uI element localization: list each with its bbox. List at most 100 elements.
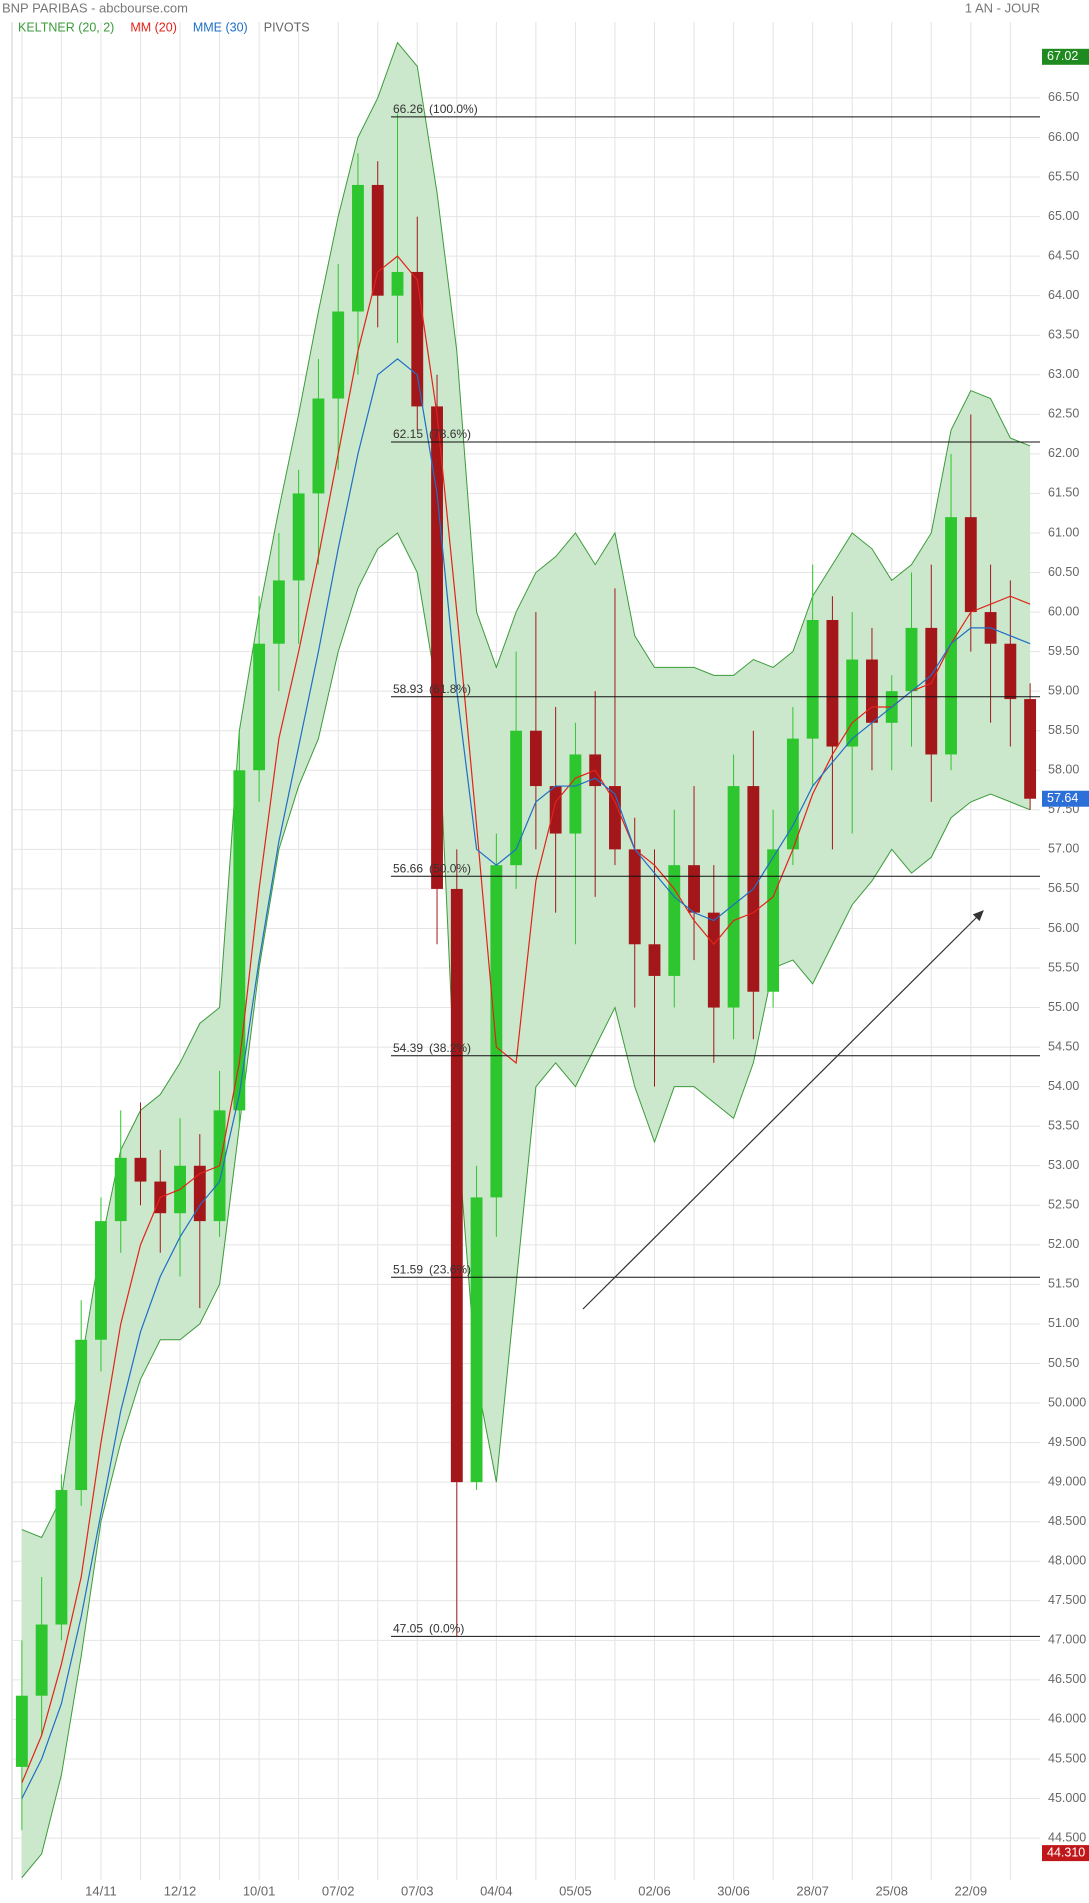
legend: KELTNER (20, 2) MM (20) MME (30) PIVOTS [18, 20, 310, 34]
candle-body [786, 738, 799, 850]
candle-body [727, 786, 740, 1008]
fibonacci-levels: 66.26 (100.0%) 62.15 (78.6%) 58.93 (61.8%) 56.… [391, 102, 1040, 1637]
y-tick-label: 50.000 [1048, 1395, 1086, 1409]
y-tick-label: 60.50 [1048, 565, 1079, 579]
x-tick-label: 05/05 [559, 1883, 592, 1898]
x-tick-label: 14/11 [85, 1883, 117, 1898]
indicator-line [21, 255, 1031, 1783]
y-tick-label: 45.000 [1048, 1791, 1086, 1805]
candle-body [312, 398, 325, 494]
chart-title: BNP PARIBAS - abcbourse.com [2, 0, 188, 15]
level-ratio: (23.6%) [429, 1262, 471, 1276]
y-tick-label: 47.000 [1048, 1633, 1086, 1647]
y-tick-label: 52.50 [1048, 1198, 1079, 1212]
y-tick-label: 56.00 [1048, 921, 1079, 935]
candle-body [352, 184, 364, 312]
x-tick-label: 30/06 [717, 1883, 750, 1898]
y-tick-label: 44.500 [1048, 1830, 1086, 1844]
y-tick-label: 58.00 [1048, 763, 1079, 777]
price-flag [1042, 1845, 1089, 1862]
axes: 44.500 45.000 45.500 46.000 46.500 47.000 47.5… [85, 48, 1089, 1898]
x-tick-label: 04/04 [480, 1883, 513, 1898]
level-value: 51.59 [393, 1262, 423, 1276]
y-tick-label: 64.50 [1048, 248, 1079, 262]
x-tick-label: 12/12 [164, 1883, 197, 1898]
x-tick-label: 25/08 [875, 1883, 908, 1898]
y-tick-label: 51.50 [1048, 1277, 1079, 1291]
price-flag-label: 67.02 [1047, 49, 1078, 63]
candle-body [806, 619, 819, 739]
y-tick-label: 63.50 [1048, 328, 1079, 342]
indicator-lines [21, 255, 1031, 1799]
x-tick-label: 07/02 [322, 1883, 355, 1898]
y-tick-label: 62.50 [1048, 407, 1079, 421]
y-tick-label: 61.00 [1048, 525, 1079, 539]
keltner-lower [21, 532, 1031, 1878]
y-tick-label: 46.500 [1048, 1672, 1086, 1686]
level-ratio: (38.2%) [429, 1041, 471, 1055]
y-tick-label: 49.500 [1048, 1435, 1086, 1449]
candle-body [668, 865, 681, 976]
y-tick-label: 59.00 [1048, 683, 1079, 697]
x-tick-label: 07/03 [401, 1883, 434, 1898]
candle-body [95, 1221, 107, 1340]
y-tick-label: 45.500 [1048, 1751, 1086, 1765]
y-tick-label: 47.500 [1048, 1593, 1086, 1607]
level-value: 54.39 [393, 1041, 423, 1055]
candle-body [945, 517, 957, 755]
candle-body [569, 754, 582, 834]
candle-body [233, 770, 246, 1111]
candles [15, 113, 1037, 1831]
y-tick-label: 62.00 [1048, 446, 1079, 460]
y-tick-label: 64.00 [1048, 288, 1079, 302]
y-tick-label: 57.00 [1048, 842, 1079, 856]
candle-body [411, 271, 424, 407]
level-ratio: (61.8%) [429, 682, 471, 696]
candle-body [431, 406, 443, 889]
y-tick-label: 49.000 [1048, 1474, 1086, 1488]
x-tick-label: 28/07 [796, 1883, 829, 1898]
level-value: 66.26 [393, 102, 423, 116]
level-value: 47.05 [393, 1622, 423, 1636]
candle-body [1004, 643, 1017, 700]
y-tick-label: 65.00 [1048, 209, 1079, 223]
candle-body [529, 730, 542, 787]
candle-body [688, 865, 700, 913]
candle-body [134, 1157, 147, 1182]
candle-body [609, 786, 621, 850]
level-value: 58.93 [393, 682, 423, 696]
y-tick-label: 51.00 [1048, 1316, 1079, 1330]
price-flag [1042, 48, 1089, 65]
candle-body [510, 730, 523, 866]
x-tick-label: 02/06 [638, 1883, 671, 1898]
trend-arrow [582, 910, 984, 1310]
candle-body [272, 580, 285, 644]
y-tick-label: 53.50 [1048, 1118, 1079, 1132]
y-tick-label: 54.50 [1048, 1039, 1079, 1053]
candle-body [846, 659, 859, 747]
y-tick-label: 63.00 [1048, 367, 1079, 381]
y-tick-label: 66.50 [1048, 90, 1079, 104]
legend-item: MM (20) [130, 20, 177, 34]
y-tick-label: 46.000 [1048, 1712, 1086, 1726]
candle-body [549, 786, 562, 834]
candle-body [1024, 699, 1037, 799]
level-ratio: (0.0%) [429, 1622, 464, 1636]
candle-body [925, 627, 938, 755]
candle-body [114, 1157, 127, 1222]
keltner-area [21, 42, 1031, 1878]
candle-body [35, 1624, 48, 1696]
y-tick-label: 59.50 [1048, 644, 1079, 658]
candle-body [75, 1339, 88, 1491]
y-tick-label: 55.00 [1048, 1000, 1079, 1014]
level-ratio: (100.0%) [429, 102, 478, 116]
y-tick-label: 58.50 [1048, 723, 1079, 737]
level-ratio: (78.6%) [429, 427, 471, 441]
x-tick-label: 10/01 [243, 1883, 276, 1898]
candle-body [628, 849, 641, 945]
y-tick-label: 50.50 [1048, 1356, 1079, 1370]
candle-body [332, 311, 345, 399]
candle-body [470, 1197, 483, 1483]
